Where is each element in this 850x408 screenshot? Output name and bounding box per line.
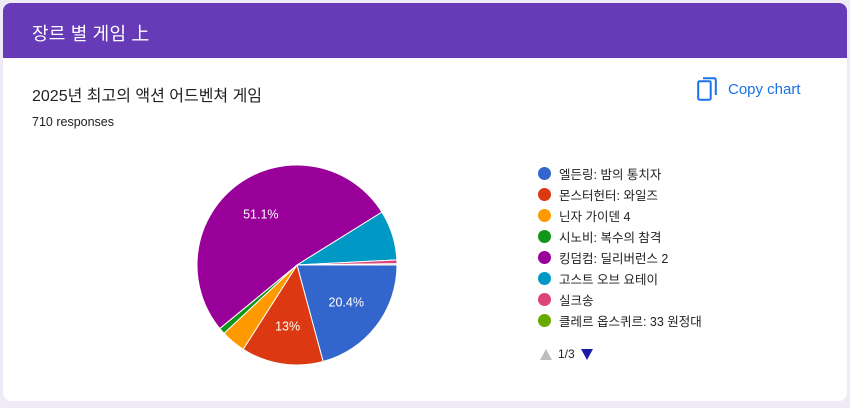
legend-label: 엘든링: 밤의 통치자: [559, 168, 662, 182]
legend-label: 킹덤컴: 딜리버런스 2: [559, 252, 669, 266]
legend-dot: [538, 272, 551, 285]
copy-icon: [697, 77, 717, 101]
question-title: 2025년 최고의 액션 어드벤쳐 게임: [32, 88, 263, 105]
legend-pager: 1/3: [540, 347, 593, 361]
pager-text: 1/3: [558, 347, 575, 361]
response-count: 710 responses: [32, 115, 115, 129]
legend-dot: [538, 167, 551, 180]
pie-slice[interactable]: [196, 164, 383, 330]
legend-dot: [538, 293, 551, 306]
legend-item[interactable]: 실크송: [538, 289, 838, 310]
legend-item[interactable]: 클레르 옵스퀴르: 33 원정대: [538, 310, 838, 331]
legend-item[interactable]: 킹덤컴: 딜리버런스 2: [538, 247, 838, 268]
pie-slice[interactable]: [296, 264, 398, 363]
legend-item[interactable]: 몬스터헌터: 와일즈: [538, 184, 838, 205]
copy-chart-button[interactable]: Copy chart: [697, 76, 801, 102]
slice-label: 20.4%: [329, 296, 364, 310]
legend-dot: [538, 251, 551, 264]
legend-label: 시노비: 복수의 참격: [559, 231, 662, 245]
pie-chart: 20.4% 13% 51.1%: [196, 164, 398, 366]
legend-dot: [538, 314, 551, 327]
slice-label: 51.1%: [243, 208, 278, 222]
form-title: 장르 별 게임 上: [32, 24, 150, 44]
legend-item[interactable]: 고스트 오브 요테이: [538, 268, 838, 289]
legend-dot: [538, 209, 551, 222]
question-card: 2025년 최고의 액션 어드벤쳐 게임 710 responses Copy …: [3, 58, 847, 401]
legend-dot: [538, 230, 551, 243]
form-header: 장르 별 게임 上: [3, 3, 847, 58]
arrow-down-icon[interactable]: [580, 348, 593, 360]
pie-slice[interactable]: [242, 263, 324, 366]
pie-slice[interactable]: [296, 263, 398, 266]
legend-dot: [538, 188, 551, 201]
legend-item[interactable]: 시노비: 복수의 참격: [538, 226, 838, 247]
copy-chart-label: Copy chart: [728, 80, 801, 98]
legend-label: 클레르 옵스퀴르: 33 원정대: [559, 315, 702, 329]
legend-item[interactable]: 엘든링: 밤의 통치자: [538, 163, 838, 184]
legend-label: 몬스터헌터: 와일즈: [559, 189, 658, 203]
arrow-up-icon[interactable]: [540, 348, 552, 360]
legend-label: 실크송: [559, 294, 594, 308]
legend-label: 고스트 오브 요테이: [559, 273, 658, 287]
legend-label: 닌자 가이덴 4: [559, 210, 631, 224]
slice-label: 13%: [275, 319, 300, 333]
legend-item[interactable]: 닌자 가이덴 4: [538, 205, 838, 226]
